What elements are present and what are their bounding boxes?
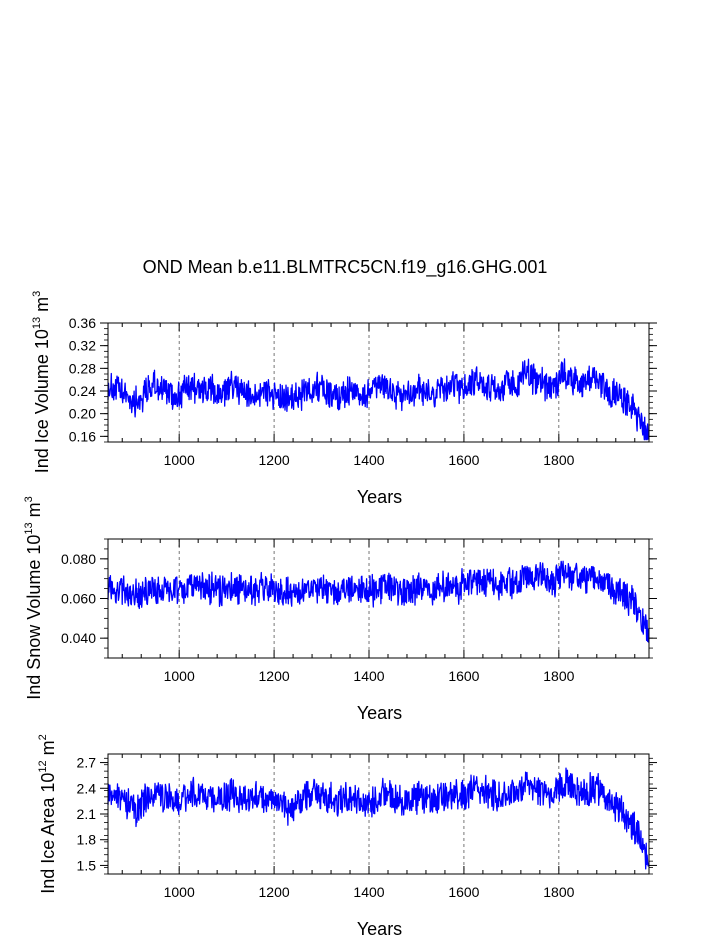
y-tick-label: 2.1 xyxy=(77,806,97,822)
plot-frame xyxy=(107,538,650,659)
y-axis-label-part: Ind Ice Area 10 xyxy=(38,773,58,894)
x-axis-label: Years xyxy=(357,703,402,723)
y-tick-label: 0.060 xyxy=(61,591,96,607)
y-tick-label: 0.32 xyxy=(69,338,96,354)
x-tick-label: 1600 xyxy=(448,668,479,684)
x-tick-label: 1400 xyxy=(353,884,384,900)
series-line xyxy=(107,767,650,870)
panel-1: 1000 1200 1400 1600 1800 0.36 0.32 0.28 0.24 0.20… xyxy=(31,291,657,507)
y-tick-label: 0.28 xyxy=(69,360,96,376)
y-axis-label: Ind Ice Volume 1013 m3 xyxy=(31,291,52,473)
panel-3: 1000 1200 1400 1600 1800 2.7 2.4 2.1 1.8 1.5 Years… xyxy=(37,734,657,935)
series-line xyxy=(107,560,650,643)
chart-title: OND Mean b.e11.BLMTRC5CN.f19_g16.GHG.001 xyxy=(143,257,548,278)
plot-frame xyxy=(107,322,650,443)
y-tick-label: 2.7 xyxy=(77,755,97,771)
y-axis-label-part: m xyxy=(38,740,58,760)
y-tick-label: 0.080 xyxy=(61,551,96,567)
x-tick-label: 1000 xyxy=(164,668,195,684)
x-tick-label: 1000 xyxy=(164,452,195,468)
x-tick-label: 1800 xyxy=(543,452,574,468)
x-tick-label: 1800 xyxy=(543,668,574,684)
y-tick-label: 0.16 xyxy=(69,428,96,444)
y-axis-label-part: 13 xyxy=(31,317,43,329)
y-axis-label-part: 3 xyxy=(23,496,35,502)
x-axis-label: Years xyxy=(357,919,402,935)
y-tick-label: 0.36 xyxy=(69,315,96,331)
x-tick-label: 1200 xyxy=(259,668,290,684)
x-tick-label: 1600 xyxy=(448,884,479,900)
y-axis-label-part: 2 xyxy=(37,734,49,740)
x-tick-label: 1000 xyxy=(164,884,195,900)
y-tick-label: 1.8 xyxy=(77,832,97,848)
panel-2: 1000 1200 1400 1600 1800 0.080 0.060 0.040 Years… xyxy=(23,496,657,723)
x-axis-label: Years xyxy=(357,487,402,507)
y-axis-label: Ind Ice Area 1012 m2 xyxy=(37,734,58,893)
y-axis-label: Ind Snow Volume 1013 m3 xyxy=(23,496,44,700)
y-axis-label-part: Ind Ice Volume 10 xyxy=(32,329,52,473)
y-tick-label: 0.20 xyxy=(69,406,96,422)
x-tick-label: 1400 xyxy=(353,668,384,684)
y-axis-label-part: m xyxy=(24,502,44,522)
y-tick-label: 2.4 xyxy=(77,780,97,796)
y-axis-label-part: m xyxy=(32,297,52,317)
y-axis-label-part: 3 xyxy=(31,291,43,297)
y-tick-label: 0.24 xyxy=(69,383,96,399)
x-tick-label: 1200 xyxy=(259,452,290,468)
y-tick-label: 0.040 xyxy=(61,630,96,646)
series-line xyxy=(107,358,650,441)
x-tick-label: 1600 xyxy=(448,452,479,468)
y-tick-label: 1.5 xyxy=(77,857,97,873)
y-axis-label-part: 12 xyxy=(37,760,49,772)
x-tick-label: 1200 xyxy=(259,884,290,900)
y-axis-label-part: 13 xyxy=(23,522,35,534)
x-tick-label: 1400 xyxy=(353,452,384,468)
y-axis-label-part: Ind Snow Volume 10 xyxy=(24,535,44,700)
x-tick-label: 1800 xyxy=(543,884,574,900)
